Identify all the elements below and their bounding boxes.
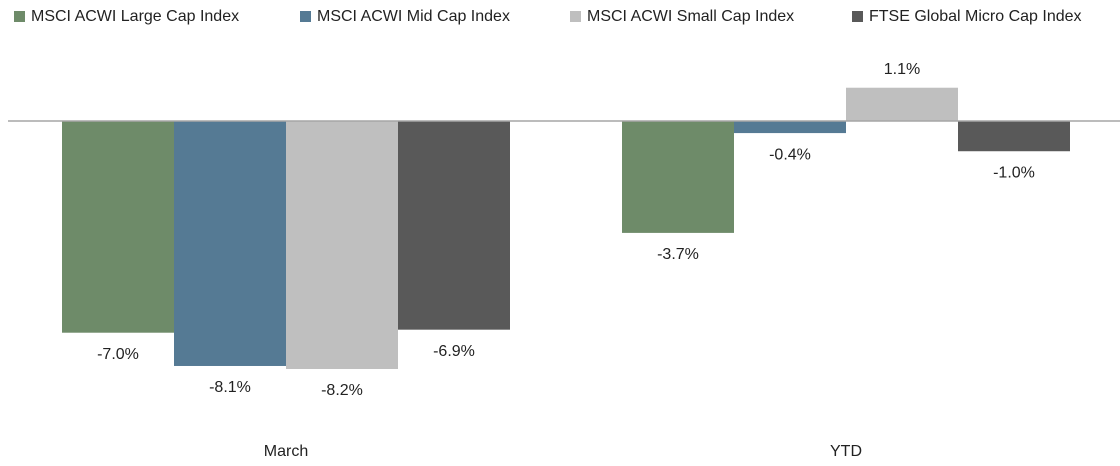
data-label: -6.9% — [433, 343, 475, 360]
bar — [62, 120, 174, 333]
legend-label: MSCI ACWI Mid Cap Index — [317, 8, 510, 25]
data-label: -7.0% — [97, 346, 139, 363]
data-label: -0.4% — [769, 146, 811, 163]
bar — [958, 120, 1070, 152]
legend-swatch — [852, 11, 863, 22]
bar — [622, 120, 734, 233]
legend-swatch — [300, 11, 311, 22]
data-label: -3.7% — [657, 246, 699, 263]
bar — [174, 120, 286, 366]
legend-label: FTSE Global Micro Cap Index — [869, 8, 1082, 25]
bar — [846, 87, 958, 121]
data-label: -8.1% — [209, 379, 251, 396]
x-tick-label: March — [264, 443, 308, 460]
bar — [286, 120, 398, 370]
legend-swatch — [14, 11, 25, 22]
data-label: -1.0% — [993, 164, 1035, 181]
legend-label: MSCI ACWI Small Cap Index — [587, 8, 794, 25]
legend-label: MSCI ACWI Large Cap Index — [31, 8, 239, 25]
x-tick-label: YTD — [830, 443, 862, 460]
data-label: 1.1% — [884, 61, 920, 78]
legend-swatch — [570, 11, 581, 22]
data-label: -8.2% — [321, 382, 363, 399]
bar — [734, 120, 846, 134]
bar — [398, 120, 510, 330]
